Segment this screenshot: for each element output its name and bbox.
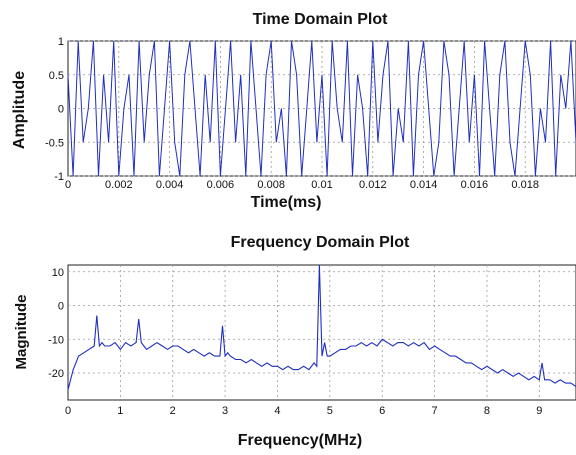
x-tick-label: 0.006 xyxy=(207,179,235,191)
y-tick-label: -1 xyxy=(54,171,64,183)
y-tick-label: -10 xyxy=(48,334,64,346)
series-line xyxy=(67,40,576,177)
x-tick-label: 2 xyxy=(170,405,176,417)
y-tick-label: 1 xyxy=(58,36,64,48)
x-tick-label: 0.004 xyxy=(156,179,184,191)
x-axis-label: Time(ms) xyxy=(251,194,322,211)
x-tick-label: 7 xyxy=(432,405,438,417)
plot-area xyxy=(67,40,576,177)
time-domain-plot: Time Domain Plot 0 0.002 0.004 0.006 0.008 0.… xyxy=(11,11,576,211)
x-tick-label: 0.018 xyxy=(511,179,539,191)
x-axis-label: Frequency(MHz) xyxy=(238,432,362,449)
x-tick-label: 0.012 xyxy=(359,179,387,191)
series-group xyxy=(67,264,576,391)
x-tick-label: 3 xyxy=(222,405,228,417)
y-axis-label: Magnitude xyxy=(13,295,30,370)
frequency-domain-plot: Frequency Domain Plot 0 1 2 3 4 5 6 7 8 9 10 0 -10 -… xyxy=(13,234,576,449)
x-tick-label: 0 xyxy=(65,405,71,417)
x-tick-label: 8 xyxy=(484,405,490,417)
y-axis-ticks: 10 0 -10 -20 xyxy=(48,267,64,380)
plot-area xyxy=(67,264,576,401)
y-tick-label: 0 xyxy=(58,301,64,313)
y-axis-label: Amplitude xyxy=(11,71,28,149)
x-tick-label: 6 xyxy=(379,405,385,417)
y-tick-label: -20 xyxy=(48,368,64,380)
x-tick-label: 0.014 xyxy=(410,179,438,191)
x-tick-label: 9 xyxy=(536,405,542,417)
y-axis-ticks: -1 -0.5 0 0.5 1 xyxy=(45,36,64,183)
x-tick-label: 1 xyxy=(117,405,123,417)
series-group xyxy=(67,40,576,177)
x-tick-label: 0.016 xyxy=(461,179,489,191)
x-axis-ticks: 0 1 2 3 4 5 6 7 8 9 xyxy=(65,405,542,417)
series-line xyxy=(67,264,576,391)
x-tick-label: 4 xyxy=(274,405,280,417)
y-tick-label: 0.5 xyxy=(49,70,64,82)
chart-title: Time Domain Plot xyxy=(253,11,389,28)
y-tick-label: -0.5 xyxy=(45,137,64,149)
x-tick-label: 0.01 xyxy=(311,179,332,191)
x-tick-label: 5 xyxy=(327,405,333,417)
x-tick-label: 0.008 xyxy=(257,179,285,191)
x-axis-ticks: 0 0.002 0.004 0.006 0.008 0.01 0.012 0.014 0.016… xyxy=(65,179,539,191)
y-tick-label: 0 xyxy=(58,104,64,116)
y-tick-label: 10 xyxy=(52,267,64,279)
x-tick-label: 0 xyxy=(65,179,71,191)
x-tick-label: 0.002 xyxy=(105,179,133,191)
chart-title: Frequency Domain Plot xyxy=(231,234,410,251)
